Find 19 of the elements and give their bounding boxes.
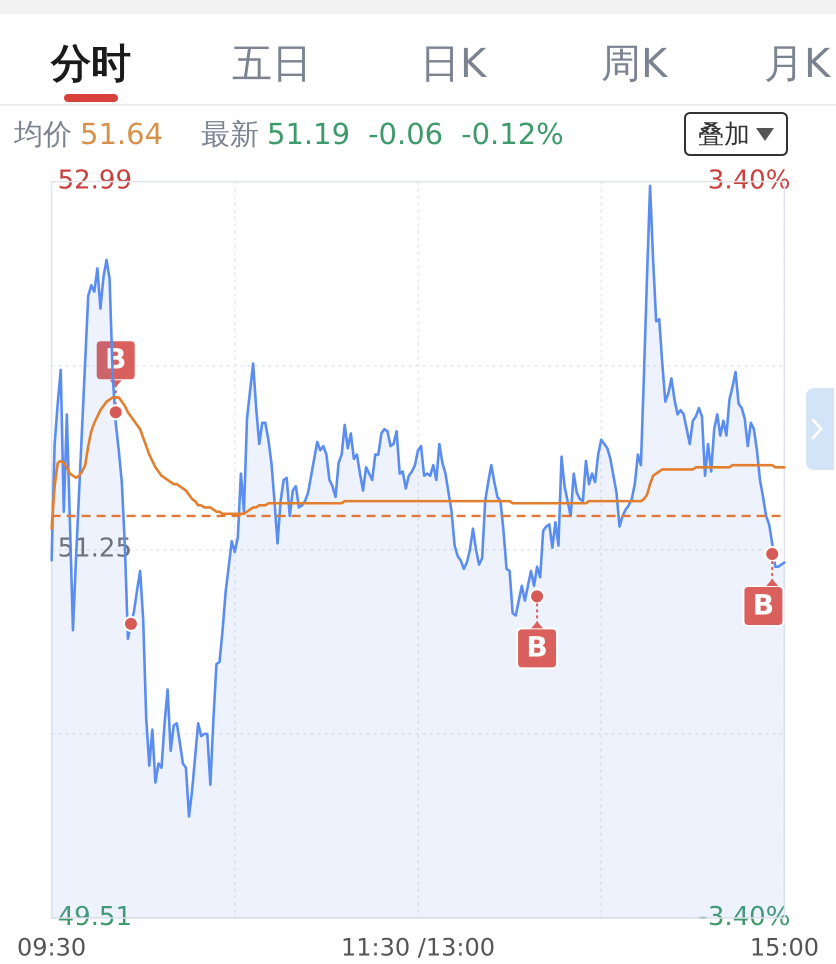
point <box>122 616 139 632</box>
text: 分时 <box>51 40 131 88</box>
text: 叠加 <box>698 118 750 152</box>
y2-tick-label: 3.40% <box>708 165 790 196</box>
text: 日K <box>420 40 486 88</box>
point <box>764 546 780 562</box>
x-tick-label: 11:30 /13:00 <box>340 934 496 962</box>
point <box>529 588 546 604</box>
y-tick-label: 52.99 <box>58 165 132 196</box>
text: 五日 <box>232 40 312 88</box>
point <box>108 404 124 420</box>
x-tick-label: 15:00 <box>750 934 820 962</box>
text: 均价 51.64 最新 51.19 -0.06 -0.12% <box>14 117 564 151</box>
annotation: B <box>526 630 548 664</box>
x-tick-label: 09:30 <box>16 934 86 962</box>
y-tick-label: 49.51 <box>58 902 132 932</box>
text: 月K <box>764 40 830 88</box>
annotation: B <box>752 588 774 622</box>
text: 周K <box>601 40 668 88</box>
